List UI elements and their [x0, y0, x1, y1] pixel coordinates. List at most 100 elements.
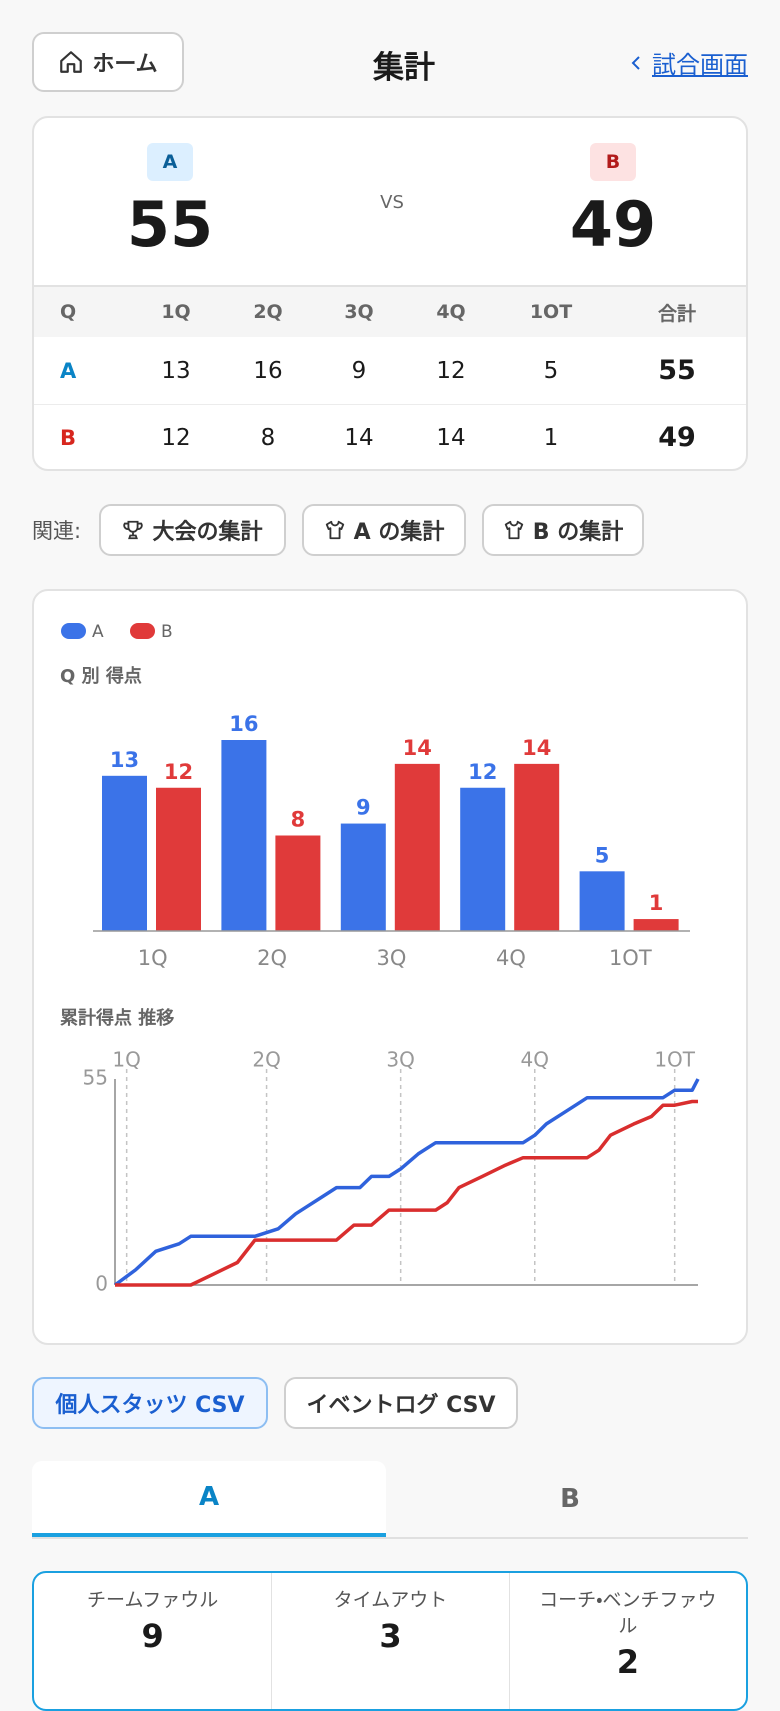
x-tick-label: 4Q — [496, 946, 526, 970]
x-tick-label: 1OT — [609, 946, 652, 970]
score-card: A 55 VS B 49 Q 1Q 2Q 3Q 4Q 1OT 合計 A 13 16 9 12 5 55 B 1… — [32, 116, 748, 471]
home-button[interactable]: ホーム — [32, 32, 184, 92]
stat-label: タイムアウト — [333, 1589, 448, 1611]
bar-value-label: 13 — [110, 748, 139, 772]
csv-button-label: 個人スタッツ CSV — [55, 1393, 245, 1418]
bar — [579, 871, 625, 931]
home-icon — [60, 51, 83, 73]
bar-value-label: 1 — [649, 891, 664, 915]
table-header-cell: 2Q — [253, 301, 283, 323]
table-cell: 55 — [658, 355, 696, 386]
table-cell: 13 — [161, 357, 191, 384]
chevron-icon — [631, 55, 640, 70]
stat-cell: チームファウル 9 — [34, 1573, 271, 1709]
bar-value-label: 5 — [595, 843, 610, 867]
csv-button[interactable]: イベントログ CSV — [284, 1377, 518, 1429]
table-cell: 49 — [658, 422, 696, 453]
team-b-score: 49 — [569, 188, 657, 261]
tab[interactable]: B — [392, 1461, 748, 1537]
stat-value: 2 — [616, 1643, 639, 1681]
bar — [394, 763, 440, 931]
table-cell: 9 — [351, 357, 367, 384]
legend-label: B — [161, 622, 173, 642]
table-cell: B — [60, 425, 77, 450]
related-link[interactable]: 大会の集計 — [99, 504, 286, 556]
table-header-cell: 4Q — [436, 301, 466, 323]
csv-button[interactable]: 個人スタッツ CSV — [32, 1377, 268, 1429]
team-a-badge: A — [147, 143, 193, 181]
related-link[interactable]: A の集計 — [302, 504, 466, 556]
table-header-cell: 合計 — [657, 302, 697, 325]
line-series — [113, 1078, 700, 1287]
vs-label: VS — [380, 192, 404, 213]
tab-active[interactable]: A — [32, 1461, 386, 1537]
bar — [275, 835, 321, 931]
back-label: 試合画面 — [652, 51, 748, 79]
bar — [102, 775, 147, 931]
table-header-cell: 3Q — [344, 301, 374, 323]
shirt-icon — [325, 520, 344, 540]
stat-label: チームファウル — [87, 1589, 219, 1611]
table-cell: 1 — [543, 424, 559, 451]
table-cell: 16 — [253, 357, 283, 384]
bar — [156, 787, 201, 931]
stat-cell: コーチ・ベンチファウル 2 — [508, 1573, 746, 1709]
legend-label: A — [92, 622, 104, 642]
x-tick-label: 1Q — [112, 1048, 140, 1072]
x-tick-label: 1OT — [654, 1048, 695, 1072]
line-chart-title: 累計得点 推移 — [60, 1007, 174, 1029]
page-title: 集計 — [373, 50, 435, 86]
table-header-row: Q 1Q 2Q 3Q 4Q 1OT 合計 — [34, 287, 746, 337]
bar-value-label: 14 — [522, 736, 551, 760]
bar — [221, 740, 267, 931]
stat-label: コーチ・ベンチファウル — [539, 1589, 717, 1637]
csv-button-label: イベントログ CSV — [306, 1393, 496, 1418]
bar — [633, 919, 679, 931]
team-b-badge: B — [590, 143, 636, 181]
bar-value-label: 12 — [164, 760, 193, 784]
x-tick-label: 1Q — [138, 946, 168, 970]
table-cell: 8 — [260, 424, 276, 451]
y-tick-label: 55 — [83, 1066, 108, 1090]
table-header-cell: 1Q — [161, 301, 191, 323]
charts: Q 別 得点 累計得点 推移 A B 13 12 1Q 16 8 2Q 9 14 3Q 12 14 4Q 5… — [60, 622, 700, 1296]
stat-value: 9 — [141, 1617, 164, 1655]
chart-card: Q 別 得点 累計得点 推移 A B 13 12 1Q 16 8 2Q 9 14 3Q 12 14 4Q 5… — [32, 589, 748, 1345]
table-cell: A — [60, 358, 77, 383]
team-stats: チームファウル 9 タイムアウト 3 コーチ・ベンチファウル 2 — [32, 1571, 748, 1711]
tab-divider — [32, 1537, 748, 1539]
line-series — [115, 1099, 698, 1287]
x-tick-label: 2Q — [252, 1048, 280, 1072]
table-cell: 14 — [436, 424, 466, 451]
bar-value-label: 9 — [356, 796, 371, 820]
x-tick-label: 3Q — [386, 1048, 414, 1072]
quarter-table: Q 1Q 2Q 3Q 4Q 1OT 合計 A 13 16 9 12 5 55 B 12 8 14 14 1 49 — [34, 285, 746, 469]
table-cell: 12 — [436, 357, 466, 384]
related-link-label: A の集計 — [353, 520, 445, 545]
legend-swatch — [130, 623, 155, 639]
related-link-label: 大会の集計 — [152, 520, 263, 545]
trophy-icon — [123, 520, 144, 540]
table-row: A 13 16 9 12 5 55 — [34, 337, 746, 405]
related-link-label: B の集計 — [532, 520, 624, 545]
bar-chart-title: Q 別 得点 — [60, 665, 142, 687]
table-header-cell: Q — [60, 301, 77, 323]
related-label: 関連: — [32, 519, 82, 543]
bar — [340, 823, 386, 931]
shirt-icon — [504, 520, 523, 540]
back-link[interactable]: 試合画面 — [630, 45, 748, 80]
bar-value-label: 12 — [468, 760, 497, 784]
legend-swatch — [61, 623, 86, 639]
related-link[interactable]: B の集計 — [482, 504, 644, 556]
tab-label: B — [560, 1484, 580, 1514]
table-cell: 14 — [344, 424, 374, 451]
bar-value-label: 14 — [403, 736, 432, 760]
bar — [514, 763, 560, 931]
x-tick-label: 4Q — [521, 1048, 549, 1072]
x-tick-label: 3Q — [377, 946, 407, 970]
tab-label: A — [198, 1482, 220, 1512]
team-a-score: 55 — [126, 188, 214, 261]
stat-value: 3 — [379, 1617, 402, 1655]
bar-value-label: 16 — [229, 712, 258, 736]
